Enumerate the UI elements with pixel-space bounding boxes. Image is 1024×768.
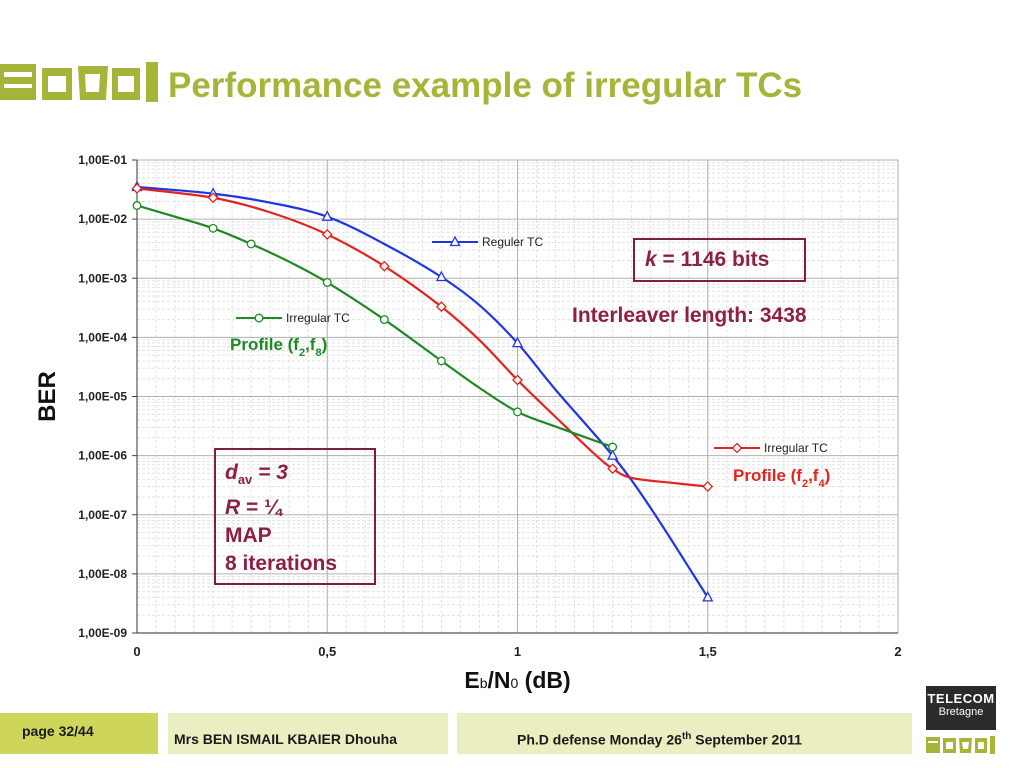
profile-green-label: Profile (f2,f8) <box>230 335 327 359</box>
y-tick-label: 1,00E-04 <box>78 330 127 344</box>
x-tick-label: 1,5 <box>699 644 717 659</box>
y-axis-label: BER <box>34 371 61 422</box>
data-point-diamond <box>131 183 143 194</box>
x-tick-label: 2 <box>894 644 901 659</box>
event-sup: th <box>681 731 692 742</box>
k-annotation-box: k = 1146 bits <box>633 238 806 282</box>
ber-chart-svg: 1,00E-01 1,00E-02 1,00E-03 1,00E-04 1,00E-05… <box>34 153 902 693</box>
data-point-circle <box>379 315 389 325</box>
x-axis-label: Eb/N0 (dB) <box>464 667 570 693</box>
legend-reguler-tc-label: Reguler TC <box>482 235 543 249</box>
data-point-circle <box>513 407 522 417</box>
page-title: Performance example of irregular TCs <box>168 66 803 105</box>
data-point-circle <box>322 277 332 287</box>
telecom-logo-text: TELECOM <box>927 691 995 706</box>
x-tick-label: 1 <box>514 644 521 659</box>
y-tick-label: 1,00E-03 <box>78 271 127 285</box>
series-line <box>136 187 708 488</box>
event-suffix: September 2011 <box>691 731 802 748</box>
series-line <box>136 185 709 598</box>
legend-irregular-red-label: Irregular TC <box>764 441 828 455</box>
y-tick-label: 1,00E-02 <box>78 212 127 226</box>
algorithm-line: MAP <box>225 524 272 548</box>
dav-subscript: av <box>237 472 253 488</box>
y-tick-label: 1,00E-08 <box>78 567 127 581</box>
data-point-diamond <box>378 260 390 272</box>
x-tick-label: 0,5 <box>318 644 336 659</box>
profile-red-label: Profile (f2,f4) <box>733 466 830 490</box>
rate-line: R = ¼ <box>225 494 374 522</box>
iterations-line: 8 iterations <box>225 552 338 576</box>
y-tick-label: 1,00E-06 <box>78 449 127 463</box>
data-point-circle <box>246 239 256 249</box>
data-point-diamond <box>435 301 447 313</box>
rate-value: = ¼ <box>240 496 282 520</box>
data-point-circle <box>132 201 142 210</box>
rate-symbol: R <box>225 496 241 520</box>
telecom-bretagne-logo: TELECOM Bretagne <box>926 686 996 730</box>
page-number: page 32/44 <box>22 723 94 739</box>
footer-event-box: Ph.D defense Monday 26th September 2011 <box>457 713 912 754</box>
data-point-diamond <box>731 442 743 454</box>
data-point-triangle <box>511 336 524 348</box>
data-point-diamond <box>512 374 523 386</box>
footer-author-box: Mrs BEN ISMAIL KBAIER Dhouha <box>168 713 448 754</box>
footer-page-box: page 32/44 <box>0 713 158 754</box>
data-point-diamond <box>207 192 219 204</box>
data-point-circle <box>254 313 264 323</box>
ber-chart: 1,00E-01 1,00E-02 1,00E-03 1,00E-04 1,00E-05… <box>0 140 1024 700</box>
data-point-circle <box>608 442 618 452</box>
x-tick-label: 0 <box>133 644 140 659</box>
y-tick-label: 1,00E-09 <box>78 626 127 640</box>
data-point-triangle <box>702 591 714 602</box>
event-label: Ph.D defense Monday 26th September 2011 <box>517 731 802 748</box>
data-point-triangle <box>607 449 619 460</box>
school-logo-icon <box>0 62 158 102</box>
dav-symbol: d <box>225 461 238 484</box>
parameters-box: dav = 3 R = ¼ MAP 8 iterations <box>214 448 376 585</box>
event-prefix: Ph.D defense Monday 26 <box>517 731 682 748</box>
k-value: = 1146 bits <box>656 248 770 271</box>
dav-value: = 3 <box>252 461 288 484</box>
data-point-diamond <box>702 481 714 492</box>
data-point-circle <box>436 356 446 366</box>
data-point-circle <box>208 223 218 233</box>
bretagne-logo-text: Bretagne <box>938 706 984 718</box>
data-point-triangle <box>435 270 447 282</box>
data-point-diamond <box>607 463 619 475</box>
data-point-diamond <box>321 229 333 240</box>
legend-irregular-green-label: Irregular TC <box>286 311 350 325</box>
y-tick-label: 1,00E-05 <box>78 390 127 404</box>
interleaver-length-label: Interleaver length: 3438 <box>572 304 807 327</box>
y-tick-label: 1,00E-01 <box>78 153 127 167</box>
y-tick-label: 1,00E-07 <box>78 508 127 522</box>
author-name: Mrs BEN ISMAIL KBAIER Dhouha <box>174 731 397 747</box>
telecom-bretagne-mark-icon <box>926 736 995 754</box>
dav-line: dav = 3 <box>225 459 374 494</box>
k-symbol: k <box>645 248 657 271</box>
data-point-triangle <box>449 235 461 247</box>
data-point-triangle <box>321 210 333 221</box>
